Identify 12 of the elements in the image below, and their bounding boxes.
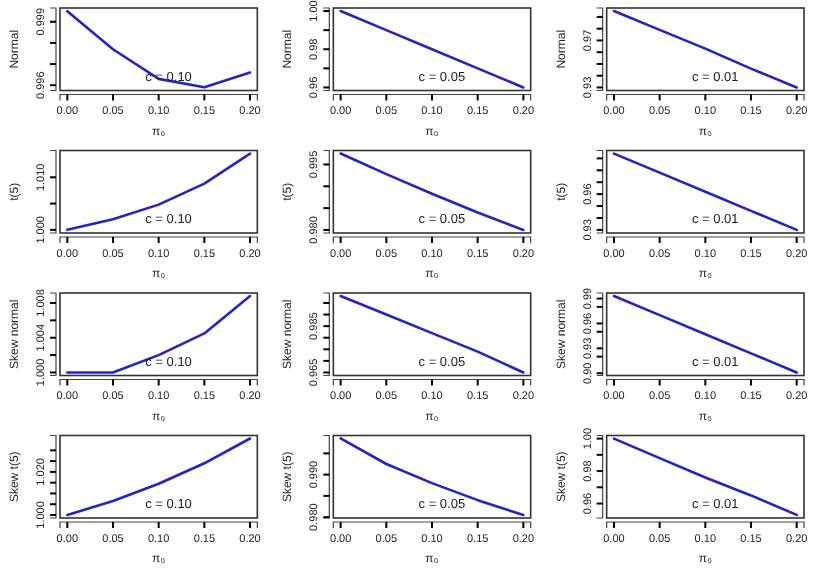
line-series <box>339 437 525 517</box>
line-series <box>339 152 525 232</box>
line-series <box>339 294 525 374</box>
line-series <box>612 437 798 517</box>
line-series <box>612 152 798 232</box>
line-series <box>612 9 798 89</box>
line-series <box>66 437 252 517</box>
line-series <box>66 9 252 89</box>
line-series <box>66 294 252 374</box>
line-series <box>339 9 525 89</box>
line-series <box>612 294 798 374</box>
line-series <box>66 152 252 232</box>
